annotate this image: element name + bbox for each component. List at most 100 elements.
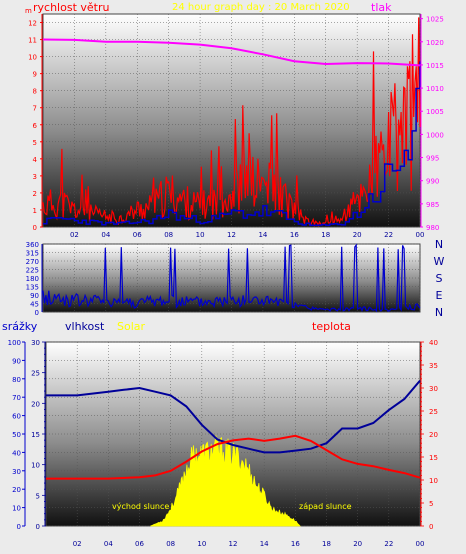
temperature-series	[46, 379, 421, 527]
humidity-y-tick-label: 20	[31, 400, 40, 408]
wind-y-tick-label: 8	[33, 88, 37, 96]
wind-y-tick-label: 11	[28, 37, 37, 45]
pressure-line	[42, 38, 421, 67]
wind-y-tick-label: 6	[33, 122, 38, 130]
solar-axis-label: Solar	[117, 320, 146, 333]
rain-y-tick-label: 10	[12, 505, 21, 513]
direction-y-tick-label: 135	[26, 284, 39, 292]
temperature-y-tick-label: 35	[429, 362, 438, 370]
compass-label: E	[436, 289, 443, 302]
wind-x-tick-label: 10	[196, 231, 205, 239]
wind-x-tick-label: 08	[164, 231, 173, 239]
humidity-y-tick-label: 5	[36, 492, 40, 500]
wind-x-tick-label: 14	[258, 231, 267, 239]
wind-x-axis: 02 04 06 08 10 12 14 16 18 20 22 00	[70, 231, 425, 239]
temperature-x-tick-label: 00	[416, 540, 425, 548]
temperature-x-tick-label: 04	[104, 540, 113, 548]
pressure-y-tick-label: 1010	[426, 85, 444, 93]
wind-x-tick-label: 02	[70, 231, 79, 239]
temperature-line	[46, 434, 421, 480]
wind-y-tick-label: 12	[28, 20, 37, 28]
wind-x-tick-label: 22	[384, 231, 393, 239]
wind-series	[42, 17, 421, 228]
compass-label: N	[435, 238, 443, 251]
temperature-axis-label: teplota	[312, 320, 351, 333]
direction-series	[42, 243, 421, 313]
temperature-y-tick-label: 40	[429, 339, 438, 347]
pressure-y-tick-label: 980	[426, 224, 439, 232]
temperature-x-tick-label: 18	[322, 540, 331, 548]
temperature-y-axis: 0 5 10 15 20 25 30 35 40	[420, 339, 438, 531]
direction-y-tick-label: 90	[30, 292, 39, 300]
wind-unit-label: m	[25, 7, 32, 15]
rain-y-tick-label: 20	[12, 486, 21, 494]
humidity-y-tick-label: 0	[36, 523, 40, 531]
pressure-y-tick-label: 1000	[426, 131, 444, 139]
temperature-x-tick-label: 22	[384, 540, 393, 548]
humidity-y-tick-label: 30	[31, 339, 40, 347]
temperature-y-tick-label: 30	[429, 385, 438, 393]
rain-y-tick-label: 0	[17, 523, 21, 531]
wind-x-tick-label: 20	[353, 231, 362, 239]
temperature-y-tick-label: 0	[429, 523, 433, 531]
wind-y-tick-label: 5	[33, 139, 37, 147]
sunset-label: západ slunce	[299, 502, 352, 511]
wind-axis-label: rychlost větru	[33, 1, 109, 14]
temperature-x-tick-label: 20	[353, 540, 362, 548]
humidity-y-tick-label: 10	[31, 462, 40, 470]
rain-y-tick-label: 80	[12, 376, 21, 384]
wind-y-tick-label: 3	[33, 173, 37, 181]
wind-x-tick-label: 04	[101, 231, 110, 239]
direction-y-tick-label: 45	[30, 301, 39, 309]
rain-y-tick-label: 50	[12, 431, 21, 439]
pressure-y-tick-label: 1005	[426, 108, 444, 116]
temperature-x-tick-label: 12	[229, 540, 238, 548]
direction-y-tick-label: 225	[26, 267, 39, 275]
pressure-axis-label: tlak	[371, 1, 392, 14]
pressure-y-tick-label: 1025	[426, 16, 444, 24]
pressure-y-tick-label: 995	[426, 155, 439, 163]
solar-area	[150, 435, 301, 527]
wind-direction-line	[42, 243, 421, 313]
wind-y-tick-label: 10	[28, 54, 37, 62]
wind-y-tick-label: 1	[33, 207, 37, 215]
rain-y-axis: 0 10 20 30 40 50 60 70 80 90 100	[8, 339, 26, 531]
temperature-x-tick-label: 08	[166, 540, 175, 548]
humidity-y-axis: 0 5 10 15 20 25 30	[31, 339, 46, 531]
temperature-y-tick-label: 20	[429, 431, 438, 439]
temperature-x-tick-label: 16	[291, 540, 300, 548]
direction-y-tick-label: 360	[26, 241, 39, 249]
temperature-y-tick-label: 5	[429, 500, 433, 508]
pressure-y-tick-label: 990	[426, 178, 439, 186]
wind-x-tick-label: 06	[133, 231, 142, 239]
wind-x-tick-label: 16	[290, 231, 299, 239]
pressure-y-tick-label: 985	[426, 201, 439, 209]
temperature-y-tick-label: 25	[429, 408, 438, 416]
compass-label: W	[434, 255, 445, 268]
temperature-y-tick-label: 10	[429, 477, 438, 485]
rain-y-tick-label: 30	[12, 468, 21, 476]
wind-average-line	[43, 61, 421, 227]
wind-y-tick-label: 9	[33, 71, 37, 79]
temperature-x-tick-label: 10	[197, 540, 206, 548]
humidity-y-tick-label: 15	[31, 431, 40, 439]
humidity-y-tick-label: 25	[31, 370, 40, 378]
rain-y-tick-label: 60	[12, 413, 21, 421]
sunrise-label: východ slunce	[112, 502, 169, 511]
wind-y-tick-label: 7	[33, 105, 37, 113]
pressure-y-tick-label: 1015	[426, 62, 444, 70]
wind-grid	[43, 14, 421, 228]
pressure-y-tick-label: 1020	[426, 39, 444, 47]
wind-y-tick-label: 2	[33, 190, 37, 198]
humidity-line	[46, 379, 421, 454]
chart-title: 24 hour graph day : 20 March 2020	[172, 2, 350, 13]
wind-y-tick-label: 0	[33, 224, 37, 232]
temperature-x-tick-label: 06	[135, 540, 144, 548]
pressure-y-axis: 980 985 990 995 1000 1005 1010 1015 1020 1025	[420, 14, 444, 232]
compass-label: S	[436, 272, 443, 285]
wind-plot-area	[42, 13, 421, 228]
